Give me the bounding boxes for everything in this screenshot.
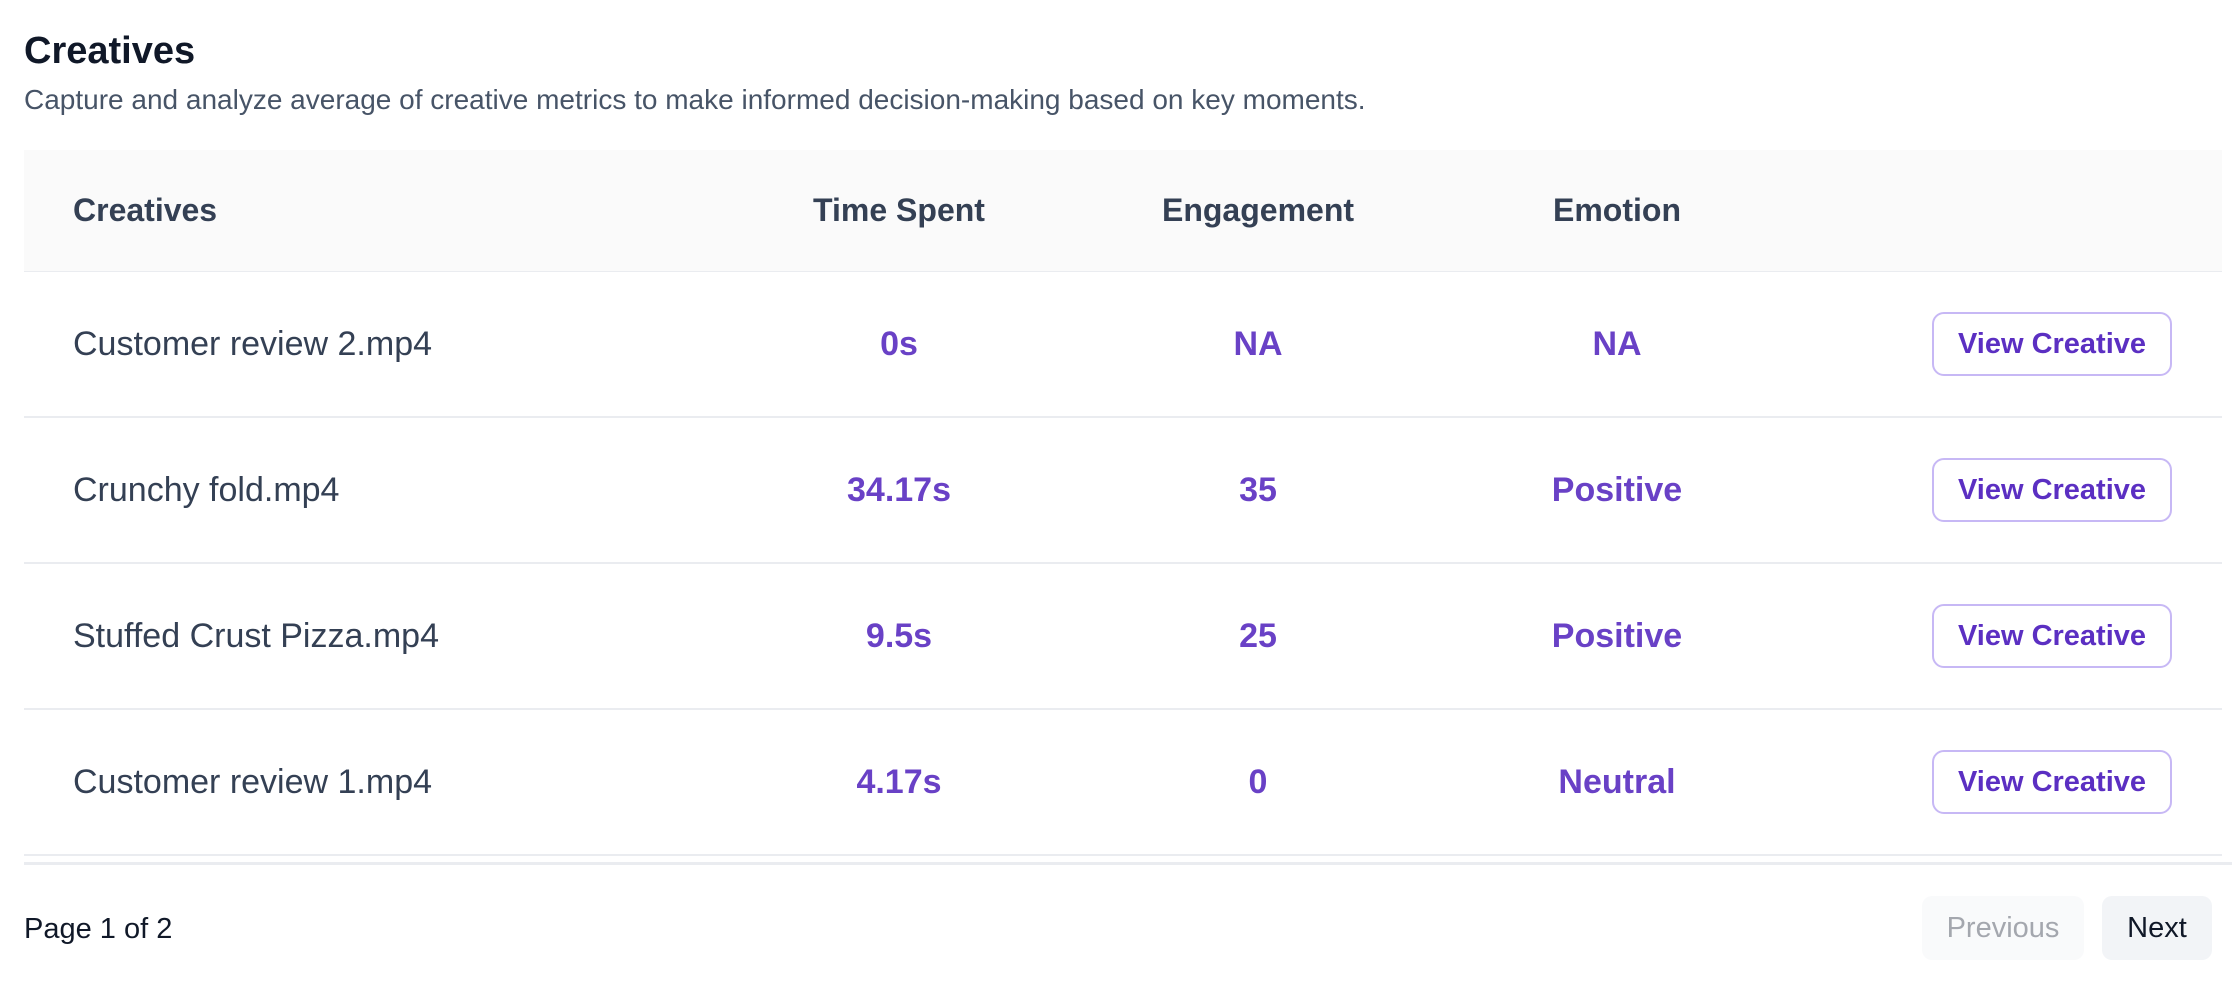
view-creative-button[interactable]: View Creative xyxy=(1932,604,2172,668)
view-creative-button[interactable]: View Creative xyxy=(1932,312,2172,376)
next-page-button[interactable]: Next xyxy=(2102,896,2212,960)
time-spent-value: 9.5s xyxy=(865,616,933,655)
row-actions: View Creative xyxy=(1932,272,2172,416)
table-row: Customer review 2.mp4 0s NA NA View Crea… xyxy=(24,272,2222,418)
pagination-footer: Page 1 of 2 Previous Next xyxy=(24,896,2212,962)
engagement-value: 25 xyxy=(1239,616,1277,655)
creative-name: Customer review 2.mp4 xyxy=(73,324,433,363)
page-subtitle: Capture and analyze average of creative … xyxy=(24,84,1366,115)
time-spent-value: 34.17s xyxy=(847,470,951,509)
previous-page-button[interactable]: Previous xyxy=(1922,896,2084,960)
creative-name: Stuffed Crust Pizza.mp4 xyxy=(73,616,439,655)
engagement-value: NA xyxy=(1233,324,1283,363)
engagement-value: 0 xyxy=(1248,762,1268,801)
pagination-controls: Previous Next xyxy=(1922,896,2212,960)
row-actions: View Creative xyxy=(1932,418,2172,562)
table-header-row: Creatives Time Spent Engagement Emotion xyxy=(24,150,2222,272)
page-indicator: Page 1 of 2 xyxy=(24,912,173,945)
row-actions: View Creative xyxy=(1932,564,2172,708)
column-header-emotion: Emotion xyxy=(1553,192,1681,228)
column-header-time-spent: Time Spent xyxy=(813,192,985,228)
table-row: Crunchy fold.mp4 34.17s 35 Positive View… xyxy=(24,418,2222,564)
emotion-value: Positive xyxy=(1551,616,1683,655)
row-actions: View Creative xyxy=(1932,710,2172,854)
creative-name: Crunchy fold.mp4 xyxy=(73,470,340,509)
column-header-creatives: Creatives xyxy=(73,192,218,228)
time-spent-value: 4.17s xyxy=(856,762,942,801)
creative-name: Customer review 1.mp4 xyxy=(73,762,433,801)
table-bottom-divider xyxy=(24,862,2232,865)
table-row: Customer review 1.mp4 4.17s 0 Neutral Vi… xyxy=(24,710,2222,856)
creatives-table: Creatives Time Spent Engagement Emotion … xyxy=(24,150,2222,856)
emotion-value: Positive xyxy=(1551,470,1683,509)
page-title: Creatives xyxy=(24,30,196,72)
table-row: Stuffed Crust Pizza.mp4 9.5s 25 Positive… xyxy=(24,564,2222,710)
time-spent-value: 0s xyxy=(880,324,918,363)
emotion-value: Neutral xyxy=(1558,762,1676,801)
emotion-value: NA xyxy=(1592,324,1642,363)
engagement-value: 35 xyxy=(1239,470,1277,509)
column-header-engagement: Engagement xyxy=(1161,192,1355,228)
view-creative-button[interactable]: View Creative xyxy=(1932,750,2172,814)
view-creative-button[interactable]: View Creative xyxy=(1932,458,2172,522)
